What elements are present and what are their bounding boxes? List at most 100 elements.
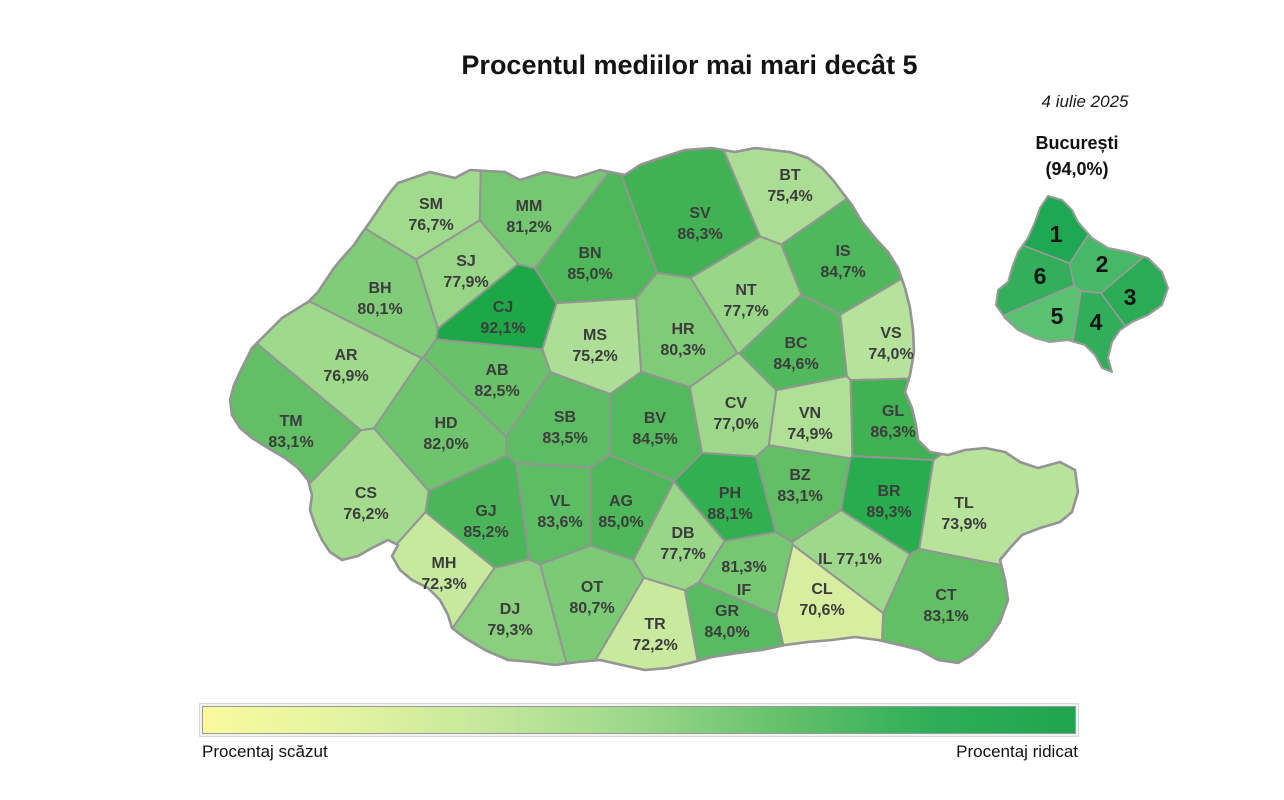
county-label-BR: BR bbox=[877, 483, 901, 500]
county-label-GL: GL bbox=[882, 403, 904, 420]
county-label-GR: GR bbox=[715, 603, 739, 620]
country-border bbox=[228, 146, 1080, 672]
county-value-CS: 76,2% bbox=[343, 506, 388, 523]
county-label-VN: VN bbox=[799, 405, 821, 422]
county-label-MH: MH bbox=[432, 555, 457, 572]
date-label: 4 iulie 2025 bbox=[1041, 92, 1129, 111]
county-label-IL: IL 77,1% bbox=[818, 551, 882, 568]
legend-colorbar-frame bbox=[199, 703, 1079, 737]
county-label-MM: MM bbox=[516, 198, 543, 215]
sector-number-3: 3 bbox=[1124, 284, 1137, 310]
county-value-SB: 83,5% bbox=[542, 430, 587, 447]
county-value-PH: 88,1% bbox=[707, 506, 752, 523]
county-label-BC: BC bbox=[784, 335, 808, 352]
county-value-GR: 84,0% bbox=[704, 624, 749, 641]
county-label-IS: IS bbox=[835, 243, 850, 260]
county-value-BR: 89,3% bbox=[866, 504, 911, 521]
sector-number-2: 2 bbox=[1096, 251, 1109, 277]
county-value-TR: 72,2% bbox=[632, 637, 677, 654]
sector-number-4: 4 bbox=[1090, 309, 1103, 335]
county-value-BN: 85,0% bbox=[567, 266, 612, 283]
county-label-BT: BT bbox=[779, 167, 801, 184]
county-value-BC: 84,6% bbox=[773, 356, 818, 373]
county-value-BT: 75,4% bbox=[767, 188, 812, 205]
county-label-VS: VS bbox=[880, 325, 902, 342]
county-value-VN: 74,9% bbox=[787, 426, 832, 443]
county-label-GJ: GJ bbox=[475, 503, 496, 520]
county-value-VS: 74,0% bbox=[868, 346, 913, 363]
county-value-CT: 83,1% bbox=[923, 608, 968, 625]
county-label-BH: BH bbox=[368, 280, 391, 297]
county-value-SM: 76,7% bbox=[408, 217, 453, 234]
county-value-HD: 82,0% bbox=[423, 436, 468, 453]
bucharest-value: (94,0%) bbox=[1045, 159, 1109, 180]
county-label-CV: CV bbox=[725, 395, 748, 412]
county-label-NT: NT bbox=[735, 282, 757, 299]
county-value-IS: 84,7% bbox=[820, 264, 865, 281]
county-label-TL: TL bbox=[954, 495, 974, 512]
county-label-SV: SV bbox=[689, 205, 711, 222]
county-label-CS: CS bbox=[355, 485, 378, 502]
legend-gradient-bar bbox=[202, 706, 1076, 734]
county-label-HR: HR bbox=[671, 321, 695, 338]
sector-number-1: 1 bbox=[1050, 221, 1063, 247]
county-label-SJ: SJ bbox=[456, 253, 476, 270]
county-value-DB: 77,7% bbox=[660, 546, 705, 563]
county-label-AB: AB bbox=[485, 362, 508, 379]
county-value-SV: 86,3% bbox=[677, 226, 722, 243]
county-label-TM: TM bbox=[279, 413, 302, 430]
county-label-HD: HD bbox=[434, 415, 457, 432]
sector-number-6: 6 bbox=[1034, 263, 1047, 289]
county-value-MS: 75,2% bbox=[572, 348, 617, 365]
county-value-GJ: 85,2% bbox=[463, 524, 508, 541]
county-label-OT: OT bbox=[581, 579, 603, 596]
bucharest-border bbox=[995, 195, 1169, 373]
county-label-IF: IF bbox=[737, 582, 751, 599]
county-value-CL: 70,6% bbox=[799, 602, 844, 619]
page-title: Procentul mediilor mai mari decât 5 bbox=[461, 50, 918, 80]
legend-high-label: Procentaj ridicat bbox=[956, 742, 1078, 761]
county-label-BZ: BZ bbox=[789, 467, 811, 484]
county-value-MM: 81,2% bbox=[506, 219, 551, 236]
county-value-CV: 77,0% bbox=[713, 416, 758, 433]
county-value-TM: 83,1% bbox=[268, 434, 313, 451]
county-value-VL: 83,6% bbox=[537, 514, 582, 531]
county-value-OT: 80,7% bbox=[569, 600, 614, 617]
county-value-DJ: 79,3% bbox=[487, 622, 532, 639]
county-label-SB: SB bbox=[554, 409, 576, 426]
county-label-BN: BN bbox=[578, 245, 601, 262]
county-label-AG: AG bbox=[609, 493, 633, 510]
county-label-CL: CL bbox=[811, 581, 833, 598]
county-value-BV: 84,5% bbox=[632, 431, 677, 448]
bucharest-name: București bbox=[1035, 133, 1119, 153]
county-label-CJ: CJ bbox=[493, 299, 513, 316]
county-value-TL: 73,9% bbox=[941, 516, 986, 533]
bucharest-title: București (94,0%) bbox=[997, 130, 1157, 182]
county-value-SJ: 77,9% bbox=[443, 274, 488, 291]
sector-number-5: 5 bbox=[1051, 303, 1064, 329]
county-label-AR: AR bbox=[334, 347, 358, 364]
county-label-DJ: DJ bbox=[500, 601, 520, 618]
county-label-SM: SM bbox=[419, 196, 443, 213]
county-label-PH: PH bbox=[719, 485, 741, 502]
county-value-AG: 85,0% bbox=[598, 514, 643, 531]
county-value-IF: 81,3% bbox=[721, 559, 766, 576]
county-label-VL: VL bbox=[550, 493, 571, 510]
county-label-DB: DB bbox=[671, 525, 694, 542]
county-value-CJ: 92,1% bbox=[480, 320, 525, 337]
county-value-GL: 86,3% bbox=[870, 424, 915, 441]
county-label-TR: TR bbox=[644, 616, 666, 633]
county-value-MH: 72,3% bbox=[421, 576, 466, 593]
county-value-AB: 82,5% bbox=[474, 383, 519, 400]
county-label-MS: MS bbox=[583, 327, 607, 344]
county-value-AR: 76,9% bbox=[323, 368, 368, 385]
county-label-CT: CT bbox=[935, 587, 957, 604]
county-value-NT: 77,7% bbox=[723, 303, 768, 320]
county-value-BZ: 83,1% bbox=[777, 488, 822, 505]
legend-low-label: Procentaj scăzut bbox=[202, 742, 328, 761]
county-value-BH: 80,1% bbox=[357, 301, 402, 318]
county-value-HR: 80,3% bbox=[660, 342, 705, 359]
county-label-BV: BV bbox=[644, 410, 667, 427]
